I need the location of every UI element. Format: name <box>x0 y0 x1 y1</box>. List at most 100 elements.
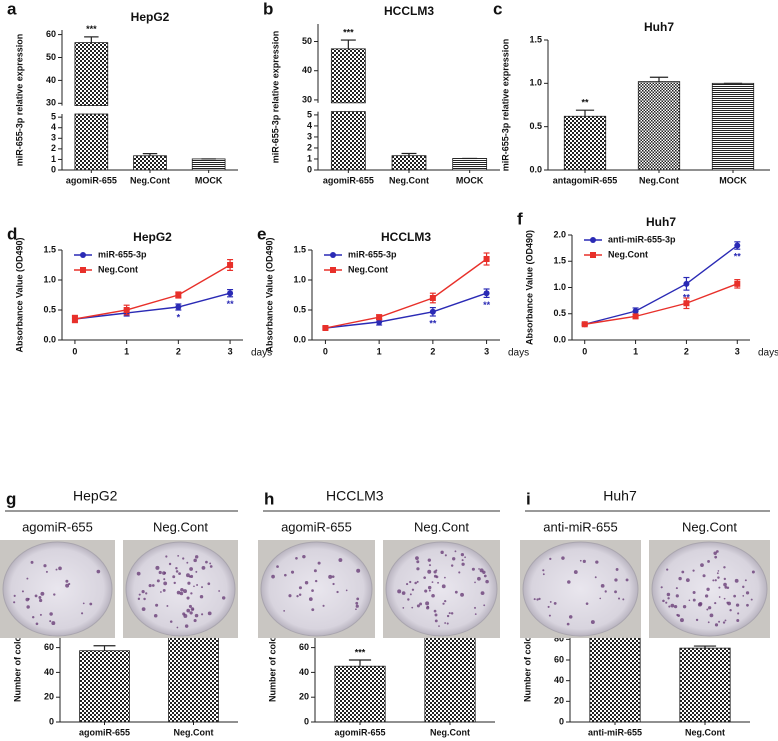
colony <box>717 576 720 579</box>
colony <box>322 604 325 607</box>
colony <box>668 605 671 608</box>
colony <box>714 555 718 559</box>
bar <box>191 158 226 171</box>
colony <box>548 614 551 617</box>
marker <box>683 280 690 287</box>
colony <box>173 581 176 585</box>
colony <box>579 559 582 562</box>
colony <box>477 576 481 581</box>
colony <box>706 587 710 591</box>
y-tick-label: 20 <box>299 692 309 702</box>
colony <box>186 596 190 600</box>
bar <box>563 115 607 171</box>
colony <box>666 568 669 571</box>
colony <box>284 573 287 577</box>
legend-label: Neg.Cont <box>348 264 388 274</box>
colony <box>183 589 187 594</box>
colony <box>175 570 179 573</box>
marker <box>734 280 741 287</box>
bar <box>74 42 109 106</box>
colony <box>446 622 449 625</box>
marker <box>581 321 588 328</box>
colony <box>163 578 166 581</box>
colony <box>433 609 437 613</box>
marker <box>734 242 741 249</box>
colony <box>355 604 359 608</box>
colony <box>428 564 432 567</box>
colony <box>433 574 437 578</box>
colony <box>622 598 625 601</box>
x-tick-label: 1 <box>633 346 638 356</box>
x-tick-label: Neg.Cont <box>174 727 214 737</box>
colony <box>172 575 176 579</box>
colony <box>298 593 302 597</box>
colony <box>402 607 405 609</box>
colony <box>604 590 607 593</box>
colony <box>718 586 721 589</box>
colony <box>163 581 168 586</box>
colony <box>433 570 437 574</box>
y-tick-label: 3 <box>307 131 312 141</box>
marker <box>683 300 690 307</box>
colony <box>723 566 726 569</box>
chart-title: HepG2 <box>131 10 170 24</box>
bar <box>391 155 427 171</box>
x-axis-label: days <box>508 348 529 359</box>
colony <box>474 606 476 609</box>
y-tick-label: 3 <box>51 133 56 143</box>
dish <box>522 541 639 637</box>
colony <box>538 597 541 601</box>
y-axis-label: Number of colonies <box>267 618 277 702</box>
colony <box>53 593 56 596</box>
colony <box>458 571 461 574</box>
colony <box>448 612 451 615</box>
colony <box>729 609 732 612</box>
y-tick-label: 5 <box>51 112 56 122</box>
colony <box>151 584 155 587</box>
colony <box>158 570 162 575</box>
colony <box>155 603 159 607</box>
bar <box>711 82 755 171</box>
colony <box>716 572 719 575</box>
y-tick-label: 0.5 <box>529 121 542 131</box>
y-axis-label: Absorbance Value (OD490) <box>524 230 534 345</box>
x-tick-label: 3 <box>228 346 233 356</box>
colony <box>744 579 747 582</box>
colony <box>450 612 454 615</box>
colony <box>313 569 317 573</box>
x-tick-label: agomiR-655 <box>334 727 385 737</box>
x-tick-label: Neg.Cont <box>430 727 470 737</box>
colony <box>416 580 419 583</box>
colony <box>65 579 69 583</box>
bar <box>637 81 681 171</box>
colony <box>736 618 740 622</box>
y-tick-label: 40 <box>44 667 54 677</box>
colony <box>485 579 489 584</box>
colony <box>444 622 447 624</box>
colony <box>533 598 536 601</box>
colony <box>183 613 188 618</box>
colony <box>446 614 450 618</box>
colony <box>454 550 457 553</box>
colony <box>43 564 47 568</box>
colony <box>221 596 226 600</box>
colony <box>708 606 712 610</box>
legend-marker <box>80 267 86 273</box>
colony <box>442 602 445 605</box>
y-tick-label: 60 <box>44 642 54 652</box>
colony <box>416 560 420 564</box>
x-tick-label: MOCK <box>195 175 223 185</box>
y-tick-label: 0 <box>51 164 56 174</box>
colony <box>137 597 141 601</box>
y-tick-label: 1 <box>307 153 312 163</box>
x-tick-label: Neg.Cont <box>639 175 679 185</box>
y-tick-label: 2.0 <box>553 229 566 239</box>
colony <box>199 594 204 599</box>
colony <box>712 579 715 582</box>
colony <box>13 601 16 604</box>
colony <box>136 571 141 576</box>
marker <box>429 308 436 315</box>
colony <box>660 586 663 589</box>
bar <box>74 113 109 171</box>
y-tick-label: 1.5 <box>553 256 566 266</box>
